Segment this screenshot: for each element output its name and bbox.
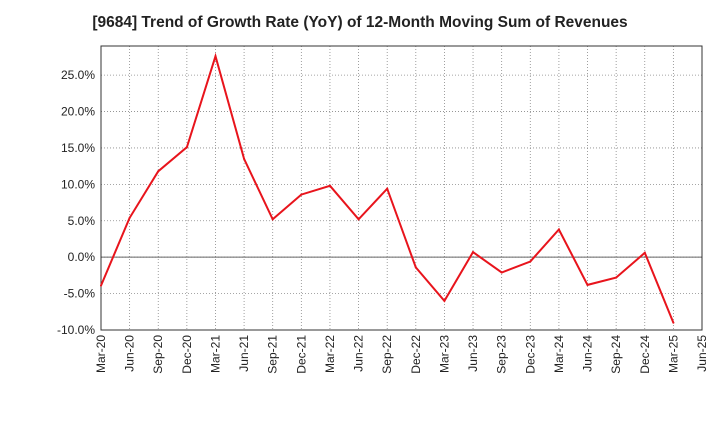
data-point — [100, 284, 102, 287]
x-tick-label: Mar-20 — [94, 335, 108, 373]
chart-title: [9684] Trend of Growth Rate (YoY) of 12-… — [92, 14, 628, 31]
data-point — [586, 283, 589, 286]
data-point — [472, 251, 475, 254]
x-tick-label: Dec-24 — [638, 335, 652, 374]
x-tick-label: Sep-24 — [609, 335, 623, 374]
x-tick-label: Jun-23 — [466, 335, 480, 372]
x-tick-label: Jun-22 — [352, 335, 366, 372]
x-tick-label: Mar-23 — [437, 335, 451, 373]
data-point — [615, 276, 618, 279]
x-tick-label: Jun-24 — [581, 335, 595, 372]
x-tick-label: Jun-25 — [695, 335, 709, 372]
plot-border — [100, 45, 703, 331]
data-point — [185, 146, 188, 149]
data-point — [243, 157, 246, 160]
data-point — [214, 55, 217, 58]
y-tick-label: 10.0% — [61, 177, 95, 191]
x-tick-label: Dec-20 — [180, 335, 194, 374]
plot-area — [101, 46, 702, 330]
data-point — [643, 251, 646, 254]
data-point — [300, 193, 303, 196]
data-point — [386, 187, 389, 190]
y-tick-label: 15.0% — [61, 141, 95, 155]
data-point — [557, 228, 560, 231]
y-tick-label: -10.0% — [57, 323, 95, 337]
data-point — [271, 218, 274, 221]
x-tick-label: Dec-21 — [294, 335, 308, 374]
data-point — [357, 218, 360, 221]
x-tick-label: Dec-23 — [523, 335, 537, 374]
data-point — [443, 299, 446, 302]
x-tick-label: Dec-22 — [409, 335, 423, 374]
data-point — [529, 260, 532, 263]
y-tick-label: 20.0% — [61, 105, 95, 119]
data-point — [414, 266, 417, 269]
y-tick-label: 5.0% — [68, 214, 96, 228]
y-tick-label: 25.0% — [61, 68, 95, 82]
x-tick-label: Sep-21 — [266, 335, 280, 374]
y-tick-label: -5.0% — [64, 287, 96, 301]
y-tick-label: 0.0% — [68, 250, 96, 264]
data-point — [128, 216, 131, 219]
x-tick-label: Mar-21 — [208, 335, 222, 373]
data-point — [672, 321, 675, 324]
x-tick-label: Jun-21 — [237, 335, 251, 372]
data-point — [328, 184, 331, 187]
data-point — [500, 271, 503, 274]
x-tick-label: Jun-20 — [123, 335, 137, 372]
x-tick-label: Sep-20 — [151, 335, 165, 374]
x-tick-label: Sep-23 — [495, 335, 509, 374]
x-tick-label: Sep-22 — [380, 335, 394, 374]
x-tick-label: Mar-24 — [552, 335, 566, 373]
data-point — [157, 170, 160, 173]
x-tick-label: Mar-25 — [666, 335, 680, 373]
x-tick-label: Mar-22 — [323, 335, 337, 373]
